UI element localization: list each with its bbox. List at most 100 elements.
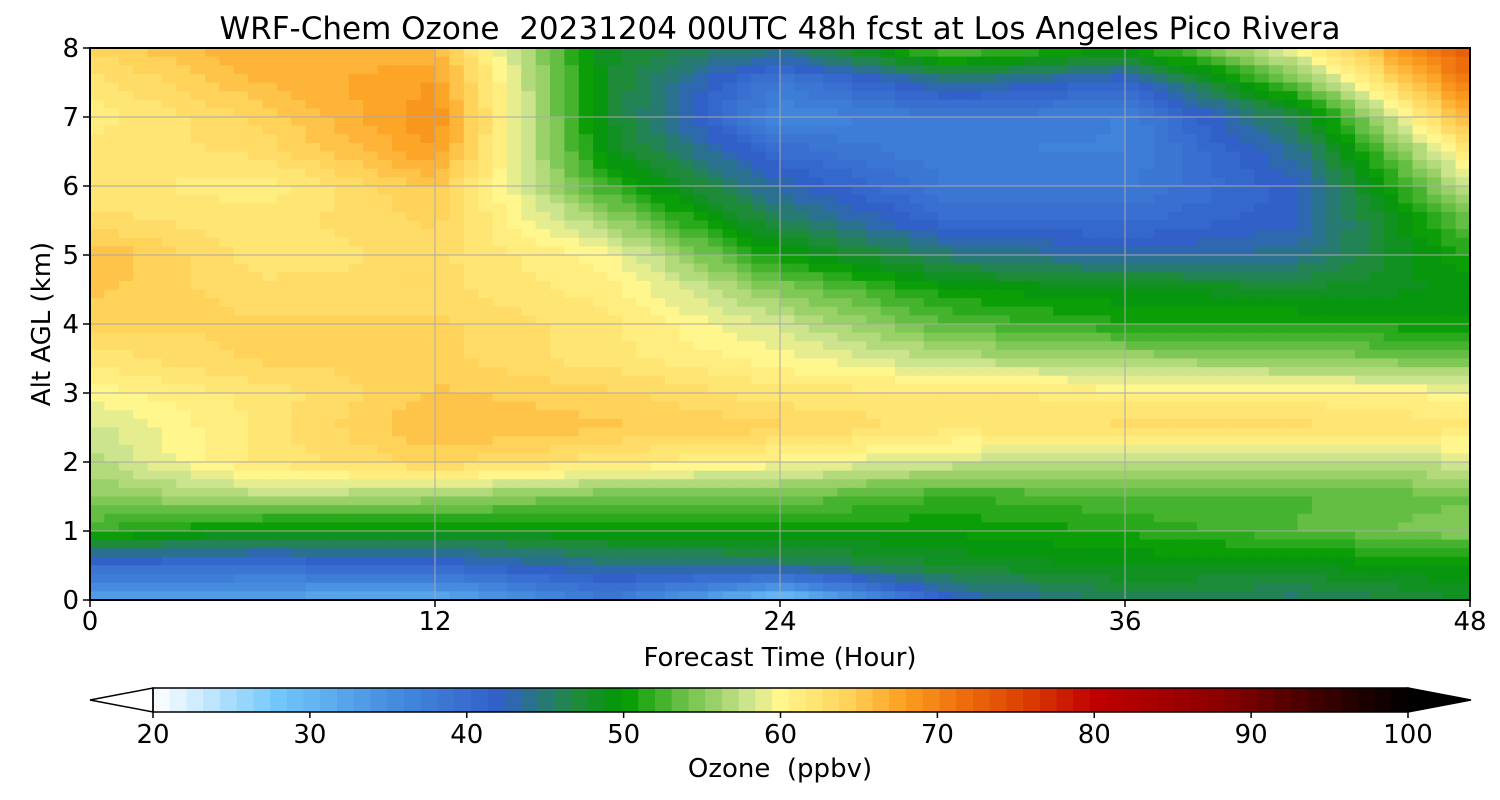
heatmap-cell xyxy=(1211,125,1227,135)
heatmap-cell xyxy=(1038,186,1054,196)
heatmap-cell xyxy=(736,134,752,144)
heatmap-cell xyxy=(435,91,450,101)
heatmap-cell xyxy=(1211,479,1227,489)
heatmap-cell xyxy=(1455,125,1470,135)
heatmap-cell xyxy=(765,255,781,265)
heatmap-cell xyxy=(478,280,494,291)
heatmap-cell xyxy=(1355,280,1370,291)
heatmap-cell xyxy=(1240,125,1255,135)
heatmap-cell xyxy=(1038,280,1054,291)
heatmap-cell xyxy=(276,82,292,92)
heatmap-cell xyxy=(1340,237,1356,247)
heatmap-cell xyxy=(593,358,609,368)
heatmap-cell xyxy=(1038,48,1054,58)
heatmap-cell xyxy=(636,418,652,429)
heatmap-cell xyxy=(334,280,350,291)
heatmap-cell xyxy=(1168,168,1184,178)
heatmap-cell xyxy=(665,418,680,429)
heatmap-cell xyxy=(607,401,623,411)
heatmap-cell xyxy=(708,142,724,153)
heatmap-cell xyxy=(1311,436,1327,446)
heatmap-cell xyxy=(823,142,839,153)
heatmap-cell xyxy=(923,194,939,204)
heatmap-cell xyxy=(1268,125,1284,135)
heatmap-cell xyxy=(1182,306,1198,316)
heatmap-cell xyxy=(1340,332,1356,342)
heatmap-cell xyxy=(1211,315,1227,325)
heatmap-cell xyxy=(1398,255,1414,265)
heatmap-cell xyxy=(420,444,436,454)
heatmap-cell xyxy=(966,306,982,316)
heatmap-cell xyxy=(190,168,206,178)
heatmap-cell xyxy=(808,358,824,368)
heatmap-cell xyxy=(1268,427,1284,437)
heatmap-cell xyxy=(866,324,882,334)
heatmap-cell xyxy=(765,160,781,170)
heatmap-cell xyxy=(995,427,1011,437)
heatmap-cell xyxy=(320,82,335,92)
heatmap-cell xyxy=(866,246,882,256)
heatmap-cell xyxy=(118,418,134,429)
heatmap-cell xyxy=(320,470,335,480)
heatmap-cell xyxy=(478,418,494,429)
heatmap-cell xyxy=(909,65,925,75)
heatmap-cell xyxy=(1441,108,1457,118)
heatmap-cell xyxy=(607,427,623,437)
heatmap-cell xyxy=(176,108,192,118)
heatmap-cell xyxy=(1326,444,1342,454)
heatmap-cell xyxy=(1426,367,1442,377)
heatmap-cell xyxy=(851,393,867,403)
heatmap-cell xyxy=(1369,82,1385,92)
heatmap-cell xyxy=(866,487,882,498)
heatmap-cell xyxy=(219,237,235,247)
heatmap-cell xyxy=(693,479,709,489)
heatmap-cell xyxy=(1125,142,1140,153)
heatmap-cell xyxy=(190,160,206,170)
heatmap-cell xyxy=(133,151,149,161)
heatmap-cell xyxy=(90,280,105,291)
heatmap-cell xyxy=(1369,134,1385,144)
heatmap-cell xyxy=(1311,220,1327,230)
heatmap-cell xyxy=(1398,194,1414,204)
heatmap-cell xyxy=(1369,289,1385,299)
heatmap-cell xyxy=(492,108,508,118)
heatmap-cell xyxy=(1211,168,1227,178)
heatmap-cell xyxy=(1211,186,1227,196)
heatmap-cell xyxy=(133,108,149,118)
heatmap-cell xyxy=(1038,108,1054,118)
heatmap-cell xyxy=(1326,479,1342,489)
heatmap-cell xyxy=(550,401,565,411)
heatmap-cell xyxy=(1053,298,1069,308)
heatmap-cell xyxy=(1383,324,1399,334)
heatmap-cell xyxy=(665,203,680,213)
heatmap-cell xyxy=(650,427,666,437)
heatmap-cell xyxy=(305,117,321,127)
heatmap-cell xyxy=(521,117,537,127)
heatmap-cell xyxy=(1139,194,1155,204)
heatmap-cell xyxy=(1441,194,1457,204)
heatmap-cell xyxy=(1355,341,1370,351)
heatmap-cell xyxy=(650,444,666,454)
heatmap-cell xyxy=(1196,246,1212,256)
heatmap-cell xyxy=(176,393,192,403)
heatmap-cell xyxy=(923,375,939,385)
heatmap-cell xyxy=(248,444,264,454)
heatmap-cell xyxy=(104,384,120,394)
heatmap-cell xyxy=(981,272,997,282)
heatmap-cell xyxy=(1211,73,1227,84)
heatmap-cell xyxy=(722,393,738,403)
heatmap-cell xyxy=(248,315,264,325)
heatmap-cell xyxy=(435,168,450,178)
heatmap-cell xyxy=(1441,418,1457,429)
heatmap-cell xyxy=(794,108,810,118)
heatmap-cell xyxy=(923,453,939,463)
heatmap-cell xyxy=(161,384,177,394)
heatmap-cell xyxy=(1383,117,1399,127)
heatmap-cell xyxy=(291,142,307,153)
heatmap-cell xyxy=(722,82,738,92)
heatmap-cell xyxy=(104,177,120,187)
heatmap-cell xyxy=(808,349,824,360)
heatmap-cell xyxy=(1211,177,1227,187)
heatmap-cell xyxy=(1268,246,1284,256)
heatmap-cell xyxy=(851,410,867,420)
